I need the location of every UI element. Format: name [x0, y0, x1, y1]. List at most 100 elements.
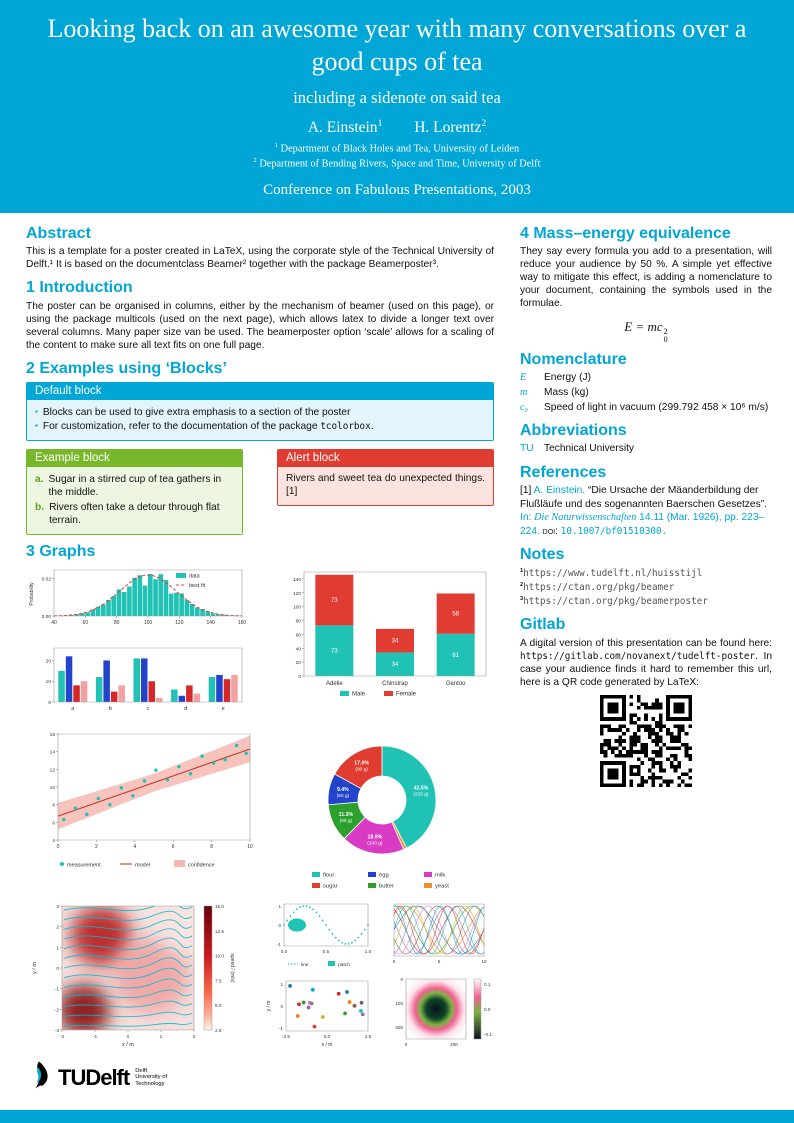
svg-text:milk: milk — [435, 872, 445, 878]
svg-text:(50 g): (50 g) — [337, 792, 350, 798]
svg-text:12.5: 12.5 — [215, 928, 224, 933]
svg-text:73: 73 — [331, 648, 338, 654]
notes-heading: Notes — [520, 546, 565, 564]
example-block-body: a. Sugar in a stirred cup of tea gathers… — [27, 467, 242, 535]
multiline-chart: 0 5 10 — [378, 898, 492, 973]
svg-text:0.0: 0.0 — [324, 1034, 331, 1039]
svg-text:e: e — [222, 706, 225, 712]
authors-line: A. Einstein1 H. Lorentz2 — [46, 118, 748, 137]
gitlab-text: A digital version of this presentation c… — [520, 637, 772, 688]
svg-text:0: 0 — [280, 1004, 283, 1009]
affiliations: 1 Department of Black Holes and Tea, Uni… — [46, 142, 748, 170]
svg-text:2: 2 — [95, 844, 98, 850]
doi-link[interactable]: 10.1007/bf01510300. — [560, 525, 668, 537]
note-link[interactable]: https://ctan.org/pkg/beamer — [523, 581, 675, 593]
svg-text:10: 10 — [247, 844, 253, 850]
svg-text:5.0: 5.0 — [215, 1003, 222, 1008]
svg-text:d: d — [184, 706, 187, 712]
svg-text:-1: -1 — [279, 1026, 284, 1031]
svg-text:6: 6 — [52, 820, 55, 826]
donut-chart: 42.5% (225 g) 18.9% (100 g) 11.3% (60 g) 9.4%(… — [262, 726, 494, 894]
svg-text:speed / (m/s): speed / (m/s) — [229, 953, 235, 983]
svg-text:1.0: 1.0 — [365, 949, 372, 954]
mass-energy-text: They say every formula you add to a pres… — [520, 246, 772, 310]
tudelft-flame-icon — [35, 1061, 48, 1089]
svg-text:120: 120 — [175, 620, 184, 626]
left-column: Abstract This is a template for a poster… — [26, 217, 494, 1096]
svg-text:200: 200 — [395, 1025, 403, 1030]
svg-text:a: a — [71, 706, 75, 712]
svg-text:line: line — [301, 962, 309, 968]
abbreviation-description: Technical University — [544, 442, 635, 454]
qr-code — [600, 694, 692, 787]
svg-text:Probability: Probability — [29, 582, 35, 606]
svg-text:0: 0 — [298, 674, 301, 680]
svg-text:-0.1: -0.1 — [484, 1032, 492, 1037]
scatter-field-chart: -2.5 0.0 2.5 -1 0 1 x / m y / m — [262, 975, 376, 1056]
svg-text:100: 100 — [144, 620, 153, 626]
alert-block-title: Alert block — [278, 450, 493, 468]
default-block-body: ▪ Blocks can be used to give extra empha… — [27, 399, 493, 441]
bullet-icon: ▪ — [35, 420, 38, 430]
svg-text:17.0%: 17.0% — [354, 760, 369, 766]
list-item-text: Rivers often take a detour through flat … — [49, 501, 220, 526]
svg-text:-2.5: -2.5 — [282, 1034, 290, 1039]
svg-text:5: 5 — [438, 959, 441, 964]
line-patch-chart: 0.0 0.5 1.0 -1 0 1 line patch — [262, 898, 376, 973]
svg-text:Chinstrap: Chinstrap — [382, 681, 408, 687]
svg-text:20: 20 — [46, 658, 52, 664]
svg-text:yeast: yeast — [435, 883, 449, 889]
footer-band — [0, 1110, 794, 1123]
symbol: m — [520, 386, 528, 398]
svg-text:y / m: y / m — [266, 1000, 272, 1011]
nomenclature-row: E Energy (J) — [520, 372, 772, 385]
svg-text:(60 g): (60 g) — [340, 818, 353, 824]
poster-title: Looking back on an awesome year with man… — [47, 14, 747, 77]
abbreviations-heading: Abbreviations — [520, 422, 627, 440]
svg-text:(90 g): (90 g) — [355, 766, 368, 772]
charts-grid: 40 60 80 100 120 140 160 0.00 0.02 Probability dat… — [26, 564, 494, 1056]
svg-text:4: 4 — [133, 844, 136, 850]
svg-text:8: 8 — [52, 802, 55, 808]
alert-block: Alert block Rivers and sweet tea do unex… — [277, 449, 494, 506]
svg-text:0: 0 — [393, 959, 396, 964]
svg-text:60: 60 — [83, 620, 89, 626]
image-map-chart: 0 200 0 100 200 0.1 0.0 -0.1 — [378, 975, 492, 1056]
svg-text:60: 60 — [296, 632, 302, 638]
symbol-description: Speed of light in vacuum (299.792 458 × … — [544, 401, 769, 413]
tiny-charts: 0.0 0.5 1.0 -1 0 1 line patch 0 5 10 -2.5 0.0 2.5 -1… — [262, 898, 494, 1056]
introduction-text: The poster can be organised in columns, … — [26, 300, 494, 351]
default-block: Default block ▪ Blocks can be used to gi… — [26, 381, 494, 442]
symbol-description: Energy (J) — [544, 372, 591, 384]
affiliation: 1 Department of Black Holes and Tea, Uni… — [274, 141, 520, 155]
nomenclature-row: m Mass (kg) — [520, 387, 772, 400]
penguin-stacked-bar-chart: 73 73 Adelie 34 34 Chinstrap 61 58 Gentoo 0 20 40 60… — [262, 564, 494, 722]
svg-text:14: 14 — [50, 749, 56, 755]
chart-stack: 40 60 80 100 120 140 160 0.00 0.02 Probability dat… — [26, 564, 258, 722]
svg-text:confidence: confidence — [188, 862, 215, 868]
mass-energy-formula: E = mc 2 0 — [624, 319, 668, 344]
svg-text:c: c — [147, 706, 150, 712]
example-block-title: Example block — [27, 450, 242, 468]
symbol: c₀ — [520, 401, 529, 413]
nomenclature-heading: Nomenclature — [520, 351, 627, 369]
svg-text:0.0: 0.0 — [281, 949, 288, 954]
svg-text:-1: -1 — [93, 1034, 98, 1040]
references-heading: References — [520, 463, 607, 481]
svg-text:80: 80 — [114, 620, 120, 626]
svg-text:Female: Female — [396, 691, 417, 697]
svg-text:15.0: 15.0 — [215, 904, 224, 909]
svg-text:80: 80 — [296, 618, 302, 624]
note-link[interactable]: https://ctan.org/pkg/beamerposter — [523, 595, 708, 607]
svg-text:120: 120 — [293, 590, 301, 596]
gitlab-link[interactable]: https://gitlab.com/novanext/tudelft-post… — [520, 650, 756, 662]
note-link[interactable]: https://www.tudelft.nl/huisstijl — [523, 567, 703, 579]
svg-text:patch: patch — [338, 962, 350, 968]
svg-text:3: 3 — [56, 904, 59, 910]
reference-title: “Die Ursache der Mäanderbildung der Fluß… — [520, 485, 767, 510]
note-line: 3https://ctan.org/pkg/beamerposter — [520, 595, 708, 607]
tudelft-logo: TUDelft Delft University of Technology — [26, 1060, 494, 1096]
introduction-heading: 1 Introduction — [26, 279, 133, 297]
